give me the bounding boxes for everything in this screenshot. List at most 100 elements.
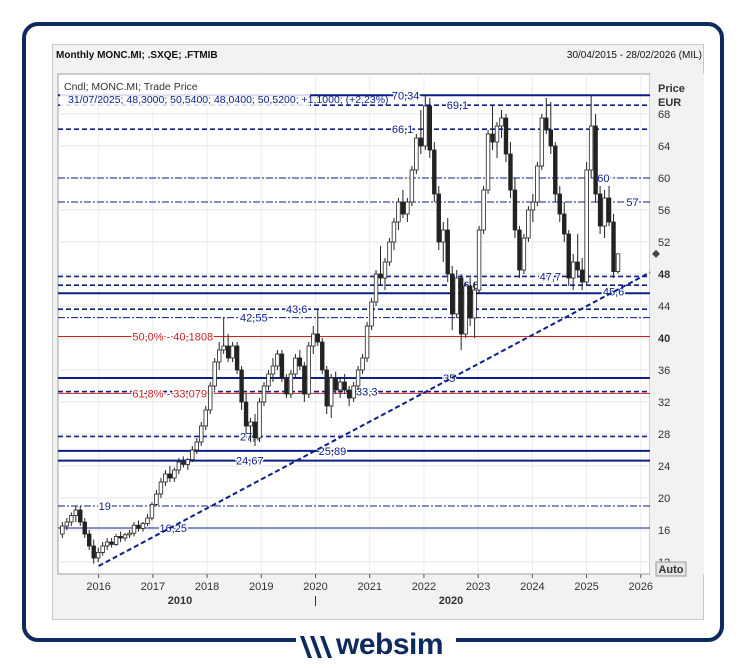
candle-body (436, 193, 441, 243)
level-label: 33,3 (356, 387, 377, 399)
candle-body (91, 545, 96, 559)
y-tick-label: 44 (658, 301, 670, 313)
y-tick-label: 28 (658, 429, 670, 441)
candle-body (606, 197, 612, 223)
candle-body (503, 117, 509, 155)
candle-body (176, 461, 182, 471)
candle-body (396, 201, 401, 223)
candle-body (154, 493, 159, 505)
y-tick-label: 64 (658, 141, 670, 153)
candle-body (355, 369, 361, 387)
x-tick-label: 2024 (520, 581, 544, 593)
candle-body (109, 541, 114, 545)
candle-body (122, 534, 128, 539)
candle-body (544, 117, 549, 131)
candle-body (481, 189, 486, 231)
level-label: 43,6 (286, 304, 307, 316)
candle-body (221, 345, 226, 351)
candle-body (257, 401, 262, 439)
candle-body (306, 345, 312, 395)
candle-body (311, 333, 316, 347)
candle-body (418, 137, 424, 147)
plot-area (57, 73, 651, 575)
candle-body (208, 385, 213, 411)
candle-body (82, 521, 87, 535)
auto-scale-label[interactable]: Auto (658, 564, 683, 576)
candle-body (593, 125, 598, 195)
trendline (98, 271, 651, 567)
y-tick-label: 52 (658, 237, 670, 249)
candle-body (140, 523, 146, 529)
candle-body (337, 381, 343, 391)
level-label: 60 (597, 173, 609, 185)
y-axis-unit: EUR (658, 97, 681, 109)
candle-body (566, 233, 571, 279)
candle-body (521, 237, 527, 271)
candle-body (351, 385, 356, 399)
candle-body (494, 125, 500, 143)
candle-body (535, 165, 540, 203)
candle-body (382, 261, 388, 279)
candle-body (69, 515, 74, 523)
candle-body (163, 473, 168, 483)
x-tick-label: 2023 (466, 581, 490, 593)
candle-body (324, 369, 329, 407)
candle-body (387, 241, 392, 263)
candle-body (145, 517, 150, 524)
candle-body (248, 421, 253, 427)
candle-body (60, 525, 65, 535)
candle-body (588, 125, 594, 171)
candle-body (266, 373, 271, 387)
candle-body (472, 289, 477, 319)
candle-body (172, 469, 177, 479)
candle-body (315, 333, 320, 343)
candle-body (414, 137, 419, 171)
candle-body (199, 425, 204, 443)
candle-body (378, 273, 383, 279)
candle-body (476, 229, 482, 291)
legend-box (60, 77, 310, 107)
candle-body (185, 459, 191, 465)
candle-body (427, 105, 433, 151)
candle-body (216, 349, 222, 363)
candle-body (78, 509, 83, 523)
chart-title: Monthly MONC.MI; .SXQE; .FTMIB (56, 50, 218, 61)
candle-body (575, 261, 580, 271)
level-label: 70,34 (392, 90, 420, 102)
candle-body (100, 545, 105, 553)
auto-scale-button[interactable] (655, 561, 687, 577)
websim-mark-icon (300, 636, 332, 658)
candle-body (320, 341, 325, 371)
candle-body (458, 277, 464, 335)
x-tick-label: 2016 (86, 581, 110, 593)
candle-body (450, 273, 455, 315)
brand-name: websim (336, 628, 444, 661)
candle-body (517, 229, 522, 271)
candle-body (364, 325, 370, 359)
candle-body (490, 133, 495, 143)
level-label: 47,7 (540, 271, 561, 283)
level-label: 61,8% - 33,0799 (132, 388, 213, 400)
y-tick-label: 40 (658, 333, 670, 345)
x-tick-label: 2017 (141, 581, 165, 593)
candle-body (615, 253, 621, 272)
x-tick-label: 2019 (249, 581, 273, 593)
candle-body (127, 532, 132, 536)
y-axis-area (650, 74, 704, 574)
candle-body (463, 285, 468, 335)
candle-body (400, 201, 406, 215)
candle-body (333, 377, 338, 391)
candle-body (346, 389, 352, 399)
candle-body (95, 552, 101, 559)
candle-body (118, 536, 123, 539)
level-label: 35 (443, 373, 455, 385)
x-tick-label: 2022 (412, 581, 436, 593)
candle-body (432, 149, 437, 195)
candle-body (279, 353, 285, 379)
candle-body (275, 353, 280, 367)
candle-body (467, 285, 473, 319)
candle-body (454, 277, 459, 315)
candle-body (571, 261, 576, 279)
level-label: 42,55 (240, 313, 268, 325)
